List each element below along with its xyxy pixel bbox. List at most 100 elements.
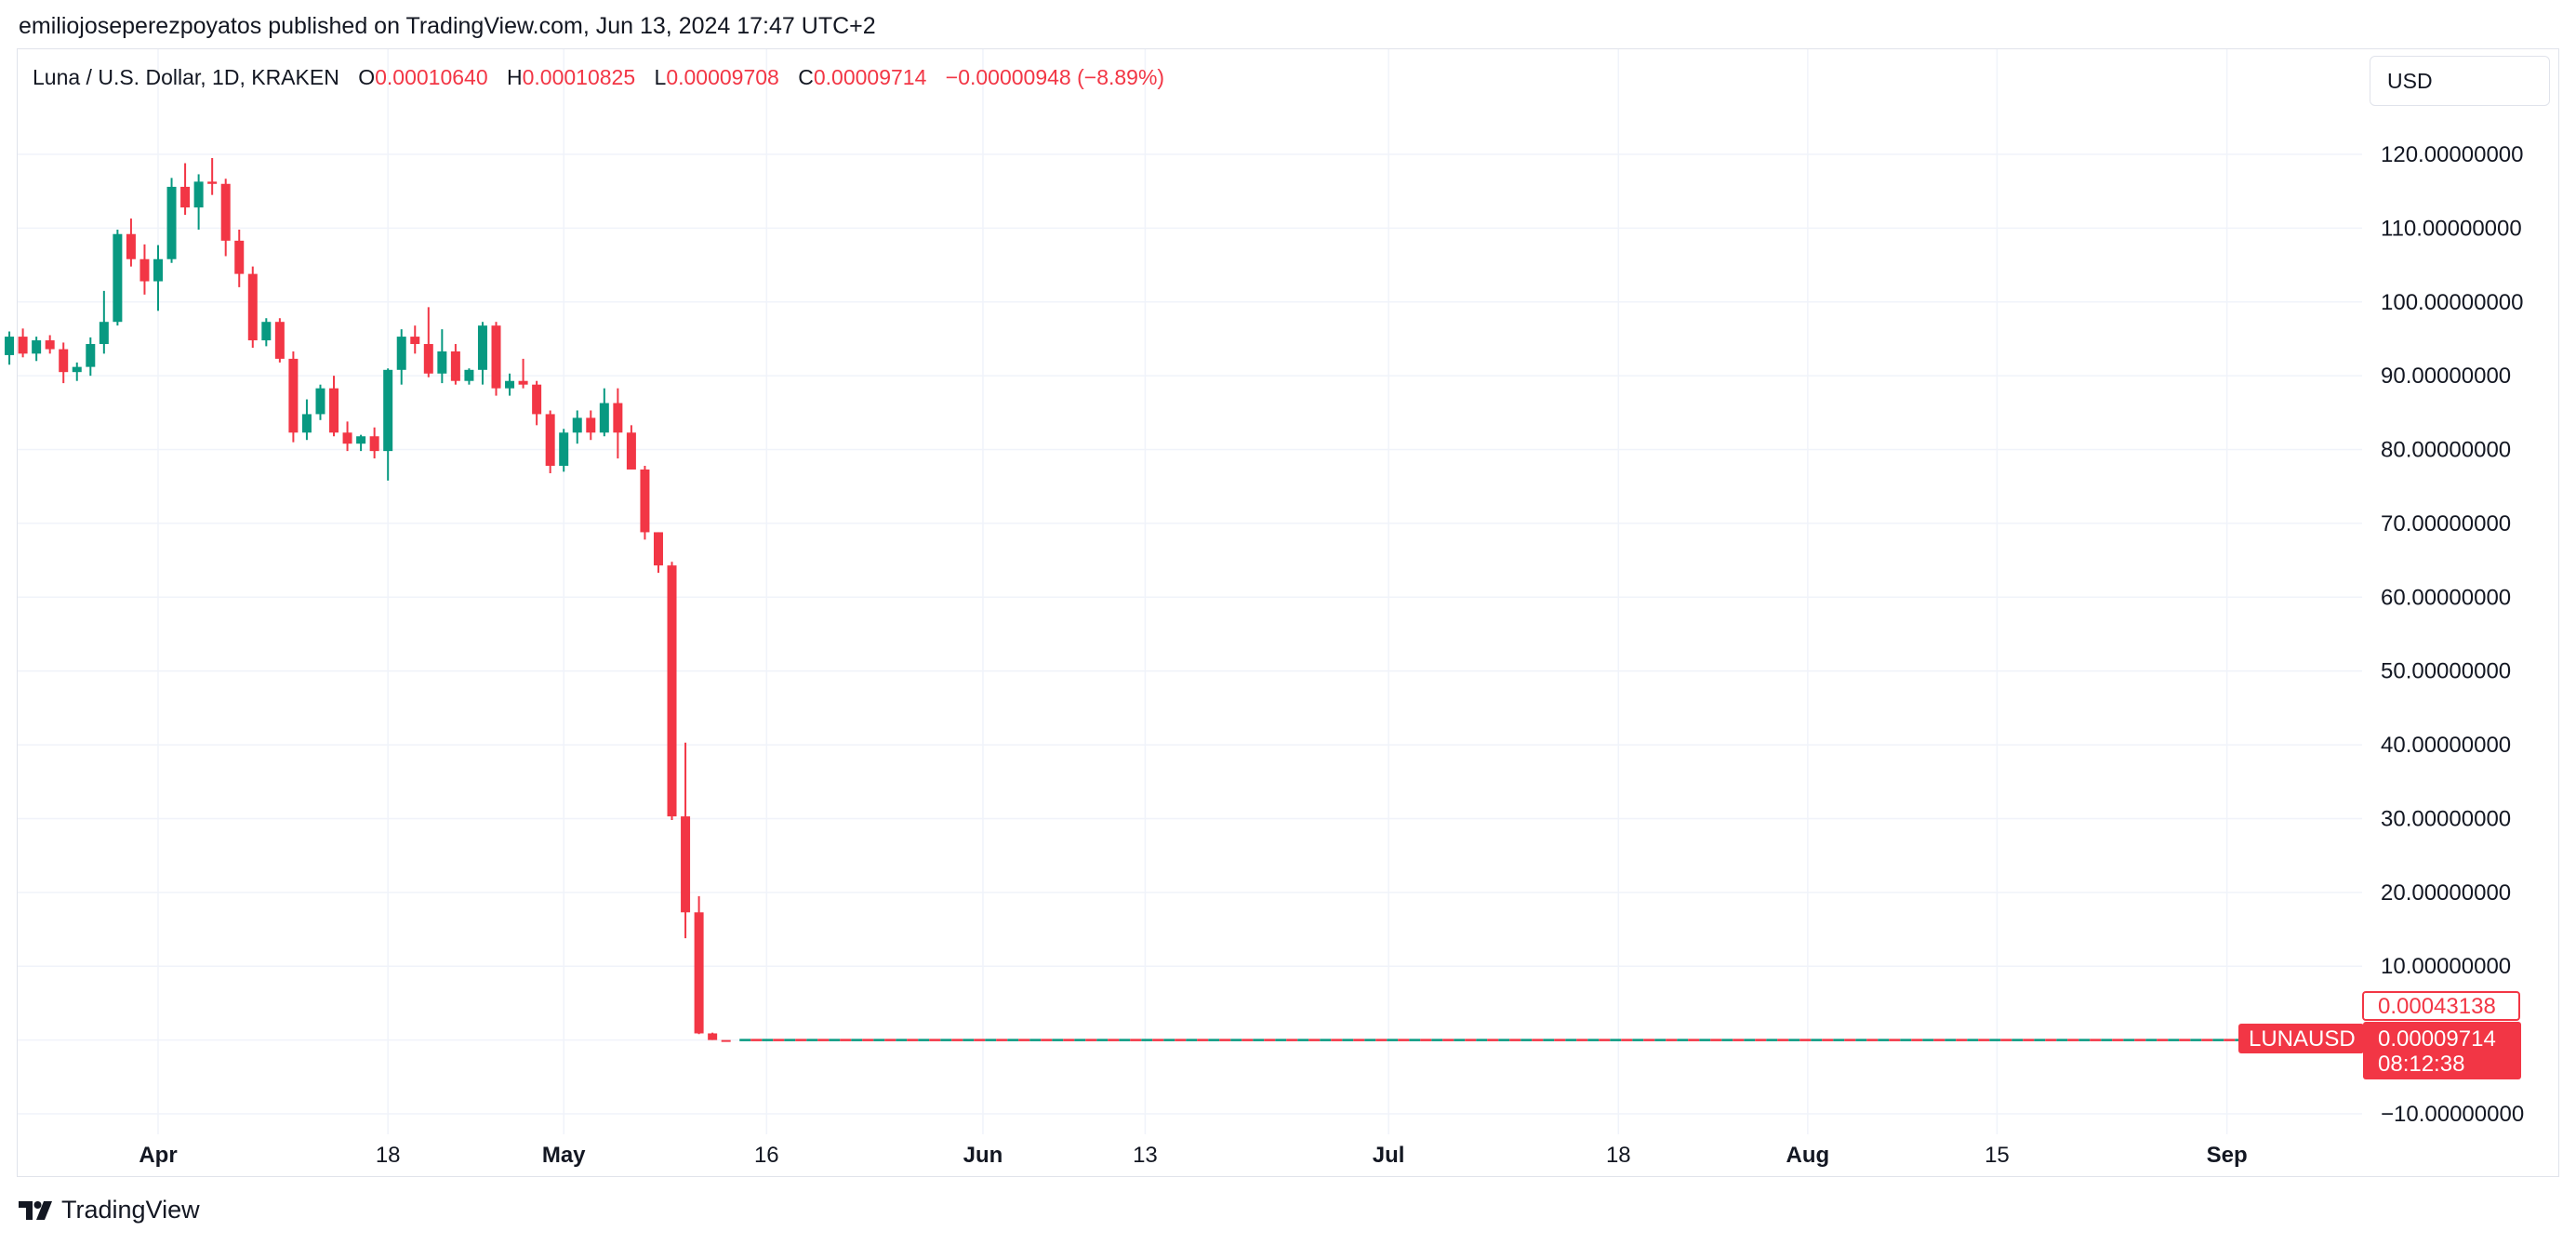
candle-body bbox=[626, 432, 636, 470]
y-tick-label: 100.00000000 bbox=[2381, 290, 2524, 315]
candle-body bbox=[586, 417, 596, 433]
x-tick-label: Aug bbox=[1786, 1143, 1830, 1168]
candle-body bbox=[532, 384, 542, 415]
grid-lines bbox=[18, 49, 2362, 1134]
candle-body bbox=[369, 436, 379, 452]
candle-body bbox=[72, 366, 82, 373]
symbol-tag-box bbox=[2238, 1024, 2364, 1053]
x-tick-label: Sep bbox=[2207, 1143, 2248, 1168]
candle-body bbox=[613, 403, 623, 433]
y-tick-label: −10.00000000 bbox=[2381, 1102, 2524, 1127]
candle-body bbox=[86, 344, 96, 367]
x-tick-label: 18 bbox=[1606, 1143, 1631, 1168]
x-tick-label: Jul bbox=[1373, 1143, 1405, 1168]
high-price-label: 0.00043138 bbox=[2378, 994, 2496, 1019]
candle-body bbox=[464, 369, 474, 381]
y-tick-label: 70.00000000 bbox=[2381, 511, 2511, 536]
legend-high-label: H bbox=[507, 65, 523, 89]
y-tick-label: 80.00000000 bbox=[2381, 438, 2511, 463]
candle-body bbox=[342, 432, 352, 444]
high-price-box bbox=[2362, 991, 2520, 1021]
x-tick-label: May bbox=[542, 1143, 586, 1168]
legend-open-value: 0.00010640 bbox=[375, 65, 488, 89]
candle-body bbox=[383, 369, 393, 452]
candle-body bbox=[640, 469, 650, 533]
legend-symbol: Luna / U.S. Dollar, 1D, KRAKEN bbox=[33, 65, 339, 89]
candle-body bbox=[694, 912, 704, 1034]
candle-body bbox=[113, 233, 123, 323]
y-tick-label: 60.00000000 bbox=[2381, 585, 2511, 610]
x-tick-label: Apr bbox=[139, 1143, 177, 1168]
candle-body bbox=[721, 1039, 731, 1042]
candle-body bbox=[32, 340, 42, 354]
candle-body bbox=[18, 337, 28, 354]
legend-high-value: 0.00010825 bbox=[522, 65, 636, 89]
y-tick-label: 50.00000000 bbox=[2381, 659, 2511, 684]
candle-body bbox=[572, 417, 582, 433]
candle-body bbox=[450, 351, 460, 381]
last-price-label: 0.00009714 bbox=[2378, 1026, 2496, 1052]
ohlc-legend: Luna / U.S. Dollar, 1D, KRAKEN O0.000106… bbox=[33, 65, 1164, 90]
footer-brand: TradingView bbox=[61, 1196, 200, 1224]
currency-button[interactable]: USD bbox=[2370, 56, 2550, 106]
last-price-box bbox=[2363, 1022, 2521, 1079]
x-tick-label: 18 bbox=[376, 1143, 401, 1168]
candle-body bbox=[410, 337, 420, 345]
candle-body bbox=[681, 816, 691, 913]
legend-open-label: O bbox=[358, 65, 376, 89]
symbol-tag: LUNAUSD bbox=[2249, 1026, 2356, 1052]
y-tick-label: 90.00000000 bbox=[2381, 364, 2511, 389]
candle-body bbox=[559, 432, 569, 467]
candle-body bbox=[505, 380, 515, 389]
y-tick-label: 20.00000000 bbox=[2381, 880, 2511, 906]
x-tick-label: 16 bbox=[754, 1143, 779, 1168]
candle-body bbox=[193, 181, 204, 208]
tradingview-logo-icon bbox=[19, 1200, 52, 1220]
candle-body bbox=[180, 186, 191, 208]
candle-body bbox=[220, 183, 231, 241]
x-tick-label: 15 bbox=[1985, 1143, 2010, 1168]
x-tick-label: 13 bbox=[1133, 1143, 1158, 1168]
candle-body bbox=[99, 322, 109, 345]
candle-body bbox=[667, 565, 677, 817]
candle-body bbox=[45, 340, 55, 350]
y-tick-label: 40.00000000 bbox=[2381, 733, 2511, 758]
candle-body bbox=[315, 388, 325, 415]
candle-body bbox=[234, 240, 245, 274]
candle-body bbox=[545, 414, 555, 467]
candle-body bbox=[139, 258, 150, 282]
candle-body bbox=[166, 186, 177, 259]
candle-body bbox=[708, 1033, 718, 1040]
candle-body bbox=[288, 358, 299, 433]
countdown-label: 08:12:38 bbox=[2378, 1052, 2464, 1077]
candle-body bbox=[491, 325, 501, 389]
legend-close-value: 0.00009714 bbox=[813, 65, 927, 89]
x-axis: Apr 18 May 16 Jun 13 Jul 18 Aug 15 Sep bbox=[139, 1143, 2247, 1168]
candle-body bbox=[126, 233, 136, 259]
candle-body bbox=[274, 322, 285, 359]
candle-body bbox=[356, 436, 366, 444]
y-tick-label: 30.00000000 bbox=[2381, 806, 2511, 831]
candle-body bbox=[301, 414, 312, 433]
candle-body bbox=[247, 273, 258, 341]
candle-body bbox=[477, 325, 487, 370]
tradingview-footer[interactable]: TradingView bbox=[19, 1196, 200, 1224]
legend-low-value: 0.00009708 bbox=[666, 65, 779, 89]
y-tick-label: 10.00000000 bbox=[2381, 954, 2511, 979]
legend-low-label: L bbox=[654, 65, 667, 89]
candle-body bbox=[518, 380, 528, 385]
candle-body bbox=[599, 403, 609, 433]
y-axis: 120.00000000 110.00000000 100.00000000 90.0… bbox=[2381, 142, 2524, 1127]
candle-body bbox=[5, 337, 15, 355]
legend-close-label: C bbox=[798, 65, 814, 89]
candle-body bbox=[396, 337, 406, 370]
publisher-line: emiliojoseperezpoyatos published on Trad… bbox=[19, 13, 876, 39]
candle-body bbox=[59, 349, 69, 373]
y-tick-label: 110.00000000 bbox=[2381, 216, 2522, 241]
candle-body bbox=[153, 258, 163, 282]
candle-body bbox=[437, 351, 447, 374]
candle-body bbox=[329, 388, 339, 433]
candle-body bbox=[207, 181, 218, 184]
